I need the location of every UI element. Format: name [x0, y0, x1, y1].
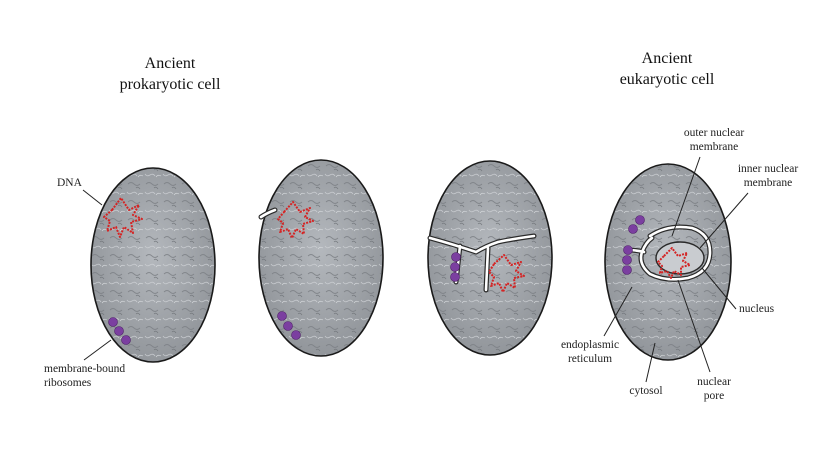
inner-nuclear-label-line1: inner nuclear — [738, 163, 799, 175]
cell-stage-2 — [258, 159, 384, 357]
ribosome — [450, 262, 460, 272]
ribosome — [277, 311, 287, 321]
nucleus-leader-line — [701, 267, 737, 310]
ribosome — [283, 321, 293, 331]
nucleus-label: nucleus — [739, 303, 775, 315]
outer-nuclear-leader-line — [671, 156, 701, 237]
ribosome — [121, 335, 131, 345]
ribosome — [628, 224, 638, 234]
pore-label-line2: pore — [704, 390, 724, 402]
inner-nuclear-leader-line — [699, 192, 749, 249]
prokaryote-title-line2: prokaryotic cell — [120, 76, 221, 93]
dna-loop — [657, 247, 691, 279]
er-label-line2: reticulum — [568, 353, 612, 365]
dna-label: DNA — [57, 177, 83, 189]
er-leader-line — [603, 286, 633, 337]
ribosome — [291, 330, 301, 340]
ribosomes-label-line2: ribosomes — [44, 377, 92, 389]
dna-loop — [103, 197, 143, 238]
dna-loop — [488, 254, 525, 293]
cell-stage-4 — [604, 163, 732, 361]
eukaryote-title-line1: Ancient — [642, 50, 693, 67]
ribosome — [108, 317, 118, 327]
cytosol-label: cytosol — [629, 385, 662, 397]
pore-label-line1: nuclear — [697, 376, 731, 388]
prokaryote-title-line1: Ancient — [145, 55, 196, 72]
ribosome — [450, 272, 460, 282]
ribosome — [622, 265, 632, 275]
dna-leader-line — [82, 189, 103, 206]
outer-nuclear-label-line1: outer nuclear — [684, 127, 745, 139]
ribosome — [623, 245, 633, 255]
cytoplasm-texture — [92, 169, 214, 361]
ribosome — [622, 255, 632, 265]
outer-nuclear-label-line2: membrane — [690, 141, 739, 153]
cytosol-leader-line — [645, 342, 656, 383]
ribosome — [635, 215, 645, 225]
ribosomes-leader-line — [83, 339, 112, 361]
eukaryote-title-line2: eukaryotic cell — [620, 71, 715, 88]
er-label-line1: endoplasmic — [561, 339, 619, 351]
pore-leader-line — [677, 279, 711, 373]
cell-stage-1 — [90, 167, 216, 363]
ribosome — [451, 252, 461, 262]
inner-nuclear-label-line2: membrane — [744, 177, 793, 189]
cytoplasm-texture — [260, 161, 382, 355]
ribosomes-label-line1: membrane-bound — [44, 363, 125, 375]
cell-stage-3 — [427, 160, 553, 356]
ribosome — [114, 326, 124, 336]
dna-loop — [277, 201, 314, 239]
